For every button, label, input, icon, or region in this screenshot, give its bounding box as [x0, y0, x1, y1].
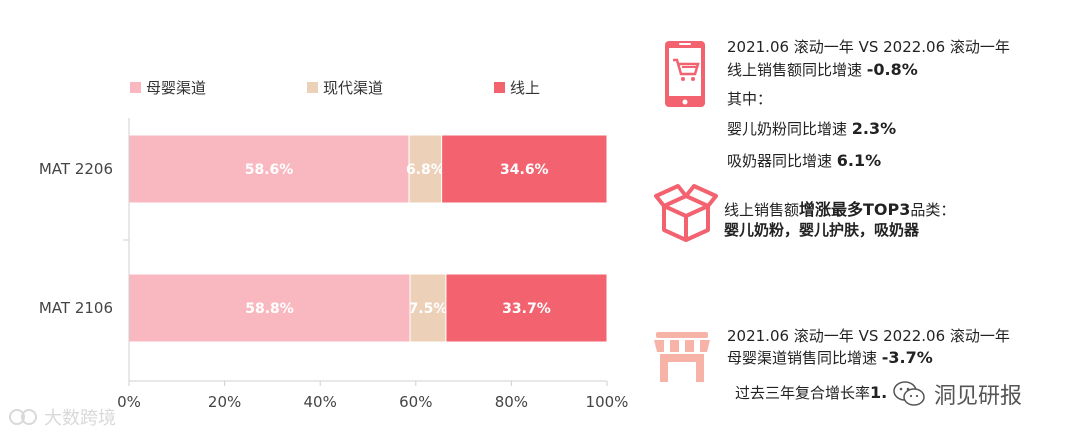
- store-growth-value: -3.7%: [881, 348, 933, 367]
- bar-data-label: 33.7%: [502, 301, 551, 317]
- brand-logo-icon: [9, 409, 37, 425]
- phone-cart-icon: [665, 41, 705, 107]
- online-growth-value: -0.8%: [866, 60, 918, 79]
- bar-data-label: 58.8%: [245, 301, 294, 317]
- legend-swatch: [307, 82, 318, 93]
- bar-data-label: 6.8%: [406, 162, 445, 178]
- x-tick-label: 20%: [208, 393, 241, 411]
- bar-data-label: 34.6%: [500, 162, 549, 178]
- online-line5: 吸奶器同比增速 6.1%: [727, 151, 882, 170]
- wechat-icon: [893, 381, 925, 406]
- cagr-value: 1.: [870, 383, 888, 402]
- online-line4: 婴儿奶粉同比增速 2.3%: [727, 119, 897, 138]
- bar-segment: [441, 134, 608, 204]
- legend-label: 线上: [510, 79, 540, 97]
- bar-data-label: 58.6%: [245, 162, 294, 178]
- x-tick-label: 80%: [495, 393, 528, 411]
- top3-line1: 线上销售额增涨最多TOP3品类：: [724, 200, 956, 219]
- chart-legend: 母婴渠道 现代渠道 线上: [130, 79, 540, 97]
- bar-segment: [128, 273, 411, 343]
- chart-axes: 0% 20% 40% 60% 80% 100% MAT 2206 MAT 2106: [39, 118, 629, 411]
- legend-swatch: [494, 82, 505, 93]
- store-icon: [654, 332, 710, 382]
- watermark-left-text: 大数跨境: [44, 408, 116, 429]
- online-line2: 线上销售额同比增速 -0.8%: [727, 60, 918, 79]
- bar-segment: [445, 273, 608, 343]
- store-line2: 母婴渠道销售同比增速 -3.7%: [727, 348, 933, 367]
- top3-line2: 婴儿奶粉，婴儿护肤，吸奶器: [724, 221, 920, 239]
- x-tick-label: 100%: [586, 393, 629, 411]
- plot-area: 58.6% 6.8% 34.6% 58.8% 7.5% 33.7%: [128, 134, 608, 343]
- watermark-right: 洞见研报: [892, 378, 1022, 410]
- stacked-bar-chart: 母婴渠道 现代渠道 线上 58.6% 6.8% 34.6%58.8% 7.5% 33.7% …: [39, 79, 629, 411]
- bar-segment: [409, 273, 447, 343]
- x-tick-label: 0%: [117, 393, 141, 411]
- online-line3: 其中：: [727, 90, 773, 108]
- milk-powder-growth-value: 2.3%: [851, 119, 897, 138]
- legend-label: 母婴渠道: [146, 79, 206, 97]
- store-line3: 过去三年复合增长率1.: [735, 383, 888, 402]
- online-line1: 2021.06 滚动一年 VS 2022.06 滚动一年: [727, 38, 1010, 56]
- watermark-right-text: 洞见研报: [934, 384, 1023, 409]
- category-label: MAT 2106: [39, 299, 113, 317]
- open-box-icon: [654, 184, 718, 242]
- bar-data-label: 7.5%: [409, 301, 448, 317]
- category-label: MAT 2206: [39, 160, 113, 178]
- legend-label: 现代渠道: [323, 79, 383, 97]
- bar-segment: [408, 134, 443, 204]
- x-tick-label: 60%: [399, 393, 432, 411]
- watermark-left: 大数跨境: [8, 404, 116, 430]
- store-line1: 2021.06 滚动一年 VS 2022.06 滚动一年: [727, 327, 1010, 345]
- legend-swatch: [130, 82, 141, 93]
- bar-segment: [128, 134, 410, 204]
- breast-pump-growth-value: 6.1%: [836, 151, 882, 170]
- x-tick-label: 40%: [304, 393, 337, 411]
